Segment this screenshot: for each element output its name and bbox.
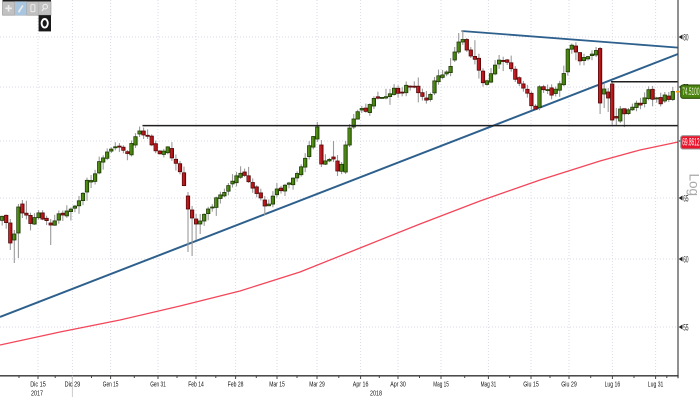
svg-text:69.8612: 69.8612 <box>682 136 699 148</box>
svg-text:Dic 29: Dic 29 <box>65 379 81 388</box>
svg-text:Apr 30: Apr 30 <box>390 379 406 388</box>
svg-text:Gen 31: Gen 31 <box>150 379 166 388</box>
svg-text:Mag 31: Mag 31 <box>481 379 497 388</box>
svg-text:Gen 15: Gen 15 <box>103 379 119 388</box>
svg-text:Mar 29: Mar 29 <box>309 379 325 388</box>
svg-text:Giu 29: Giu 29 <box>561 379 577 388</box>
svg-text:2018: 2018 <box>370 389 382 398</box>
svg-text:Feb 28: Feb 28 <box>228 379 244 388</box>
svg-text:80: 80 <box>683 32 688 43</box>
svg-text:60: 60 <box>683 254 688 265</box>
svg-text:Log: Log <box>687 174 700 197</box>
svg-text:65: 65 <box>683 193 688 204</box>
svg-text:Mag 15: Mag 15 <box>433 379 449 388</box>
svg-text:Giu 15: Giu 15 <box>523 379 539 388</box>
svg-text:Apr 16: Apr 16 <box>353 379 369 388</box>
svg-text:Lug 31: Lug 31 <box>648 379 664 388</box>
svg-text:Dic 15: Dic 15 <box>30 379 46 388</box>
svg-text:Feb 14: Feb 14 <box>188 379 204 388</box>
svg-text:Mar 15: Mar 15 <box>269 379 285 388</box>
svg-text:55: 55 <box>683 322 688 333</box>
svg-text:74.5100: 74.5100 <box>682 86 699 98</box>
svg-text:Lug 16: Lug 16 <box>605 379 621 388</box>
svg-text:2017: 2017 <box>31 389 43 398</box>
